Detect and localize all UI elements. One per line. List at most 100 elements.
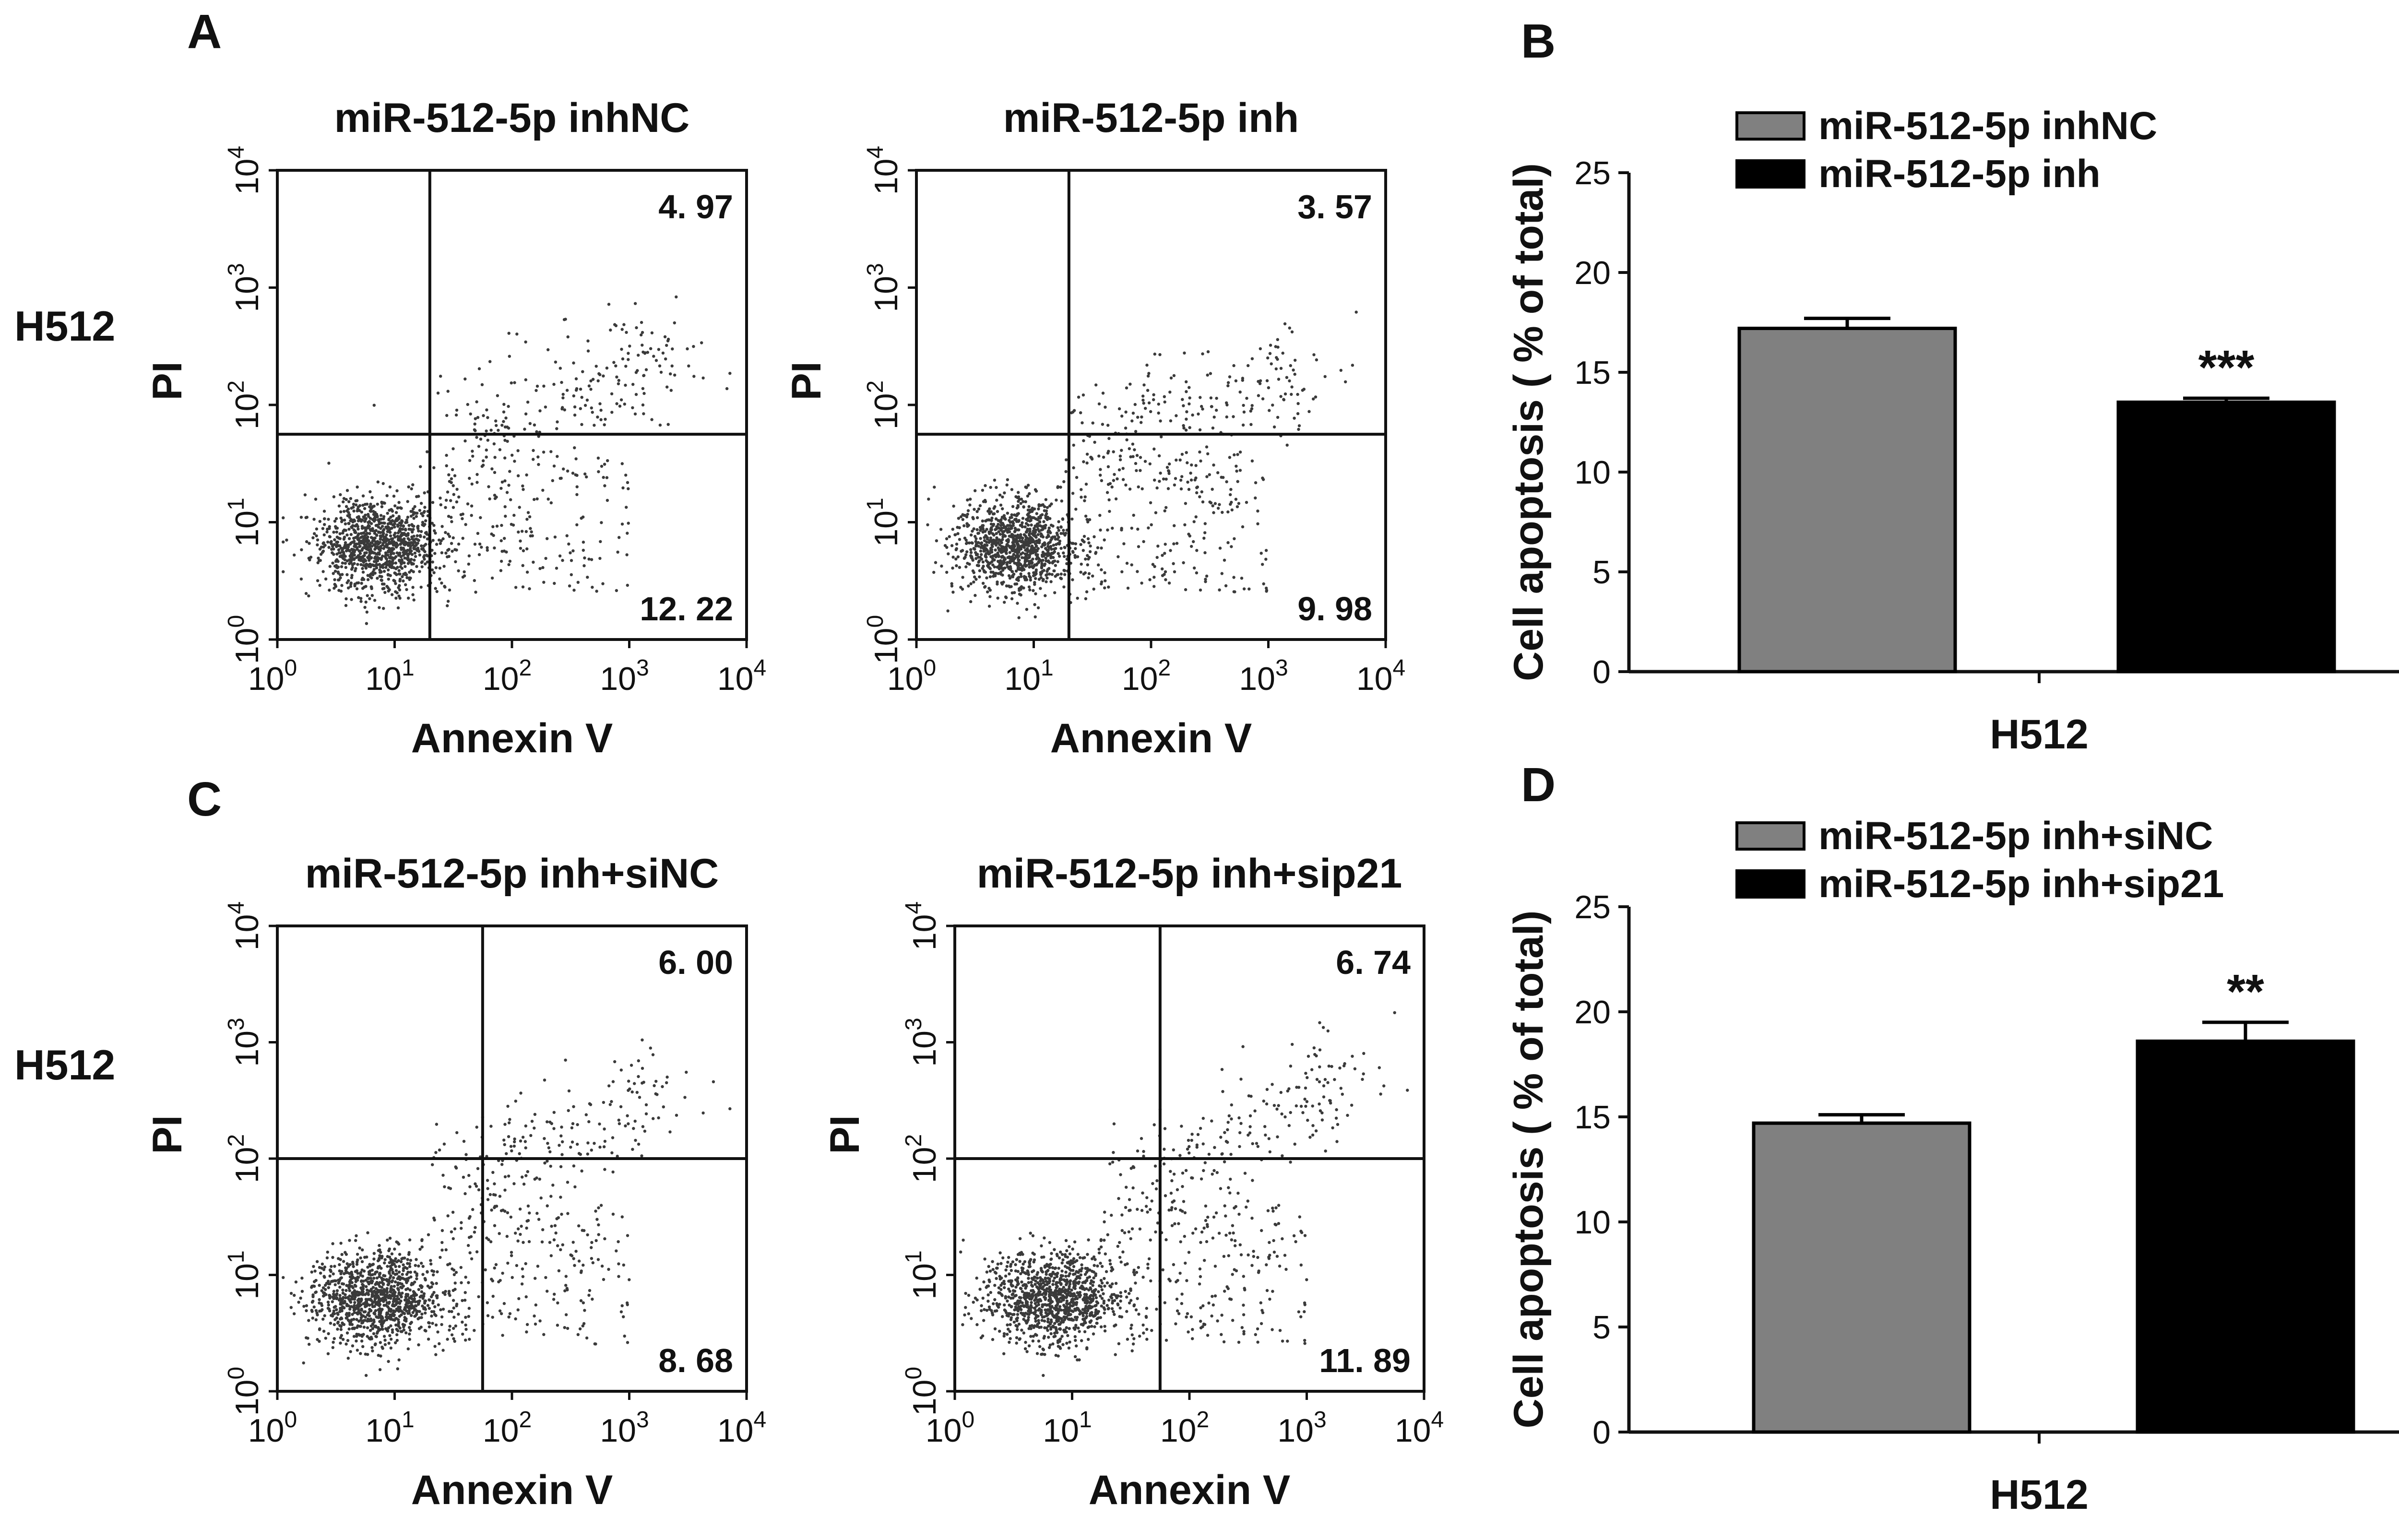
scatter-dot: [343, 1272, 346, 1275]
scatter-dot: [1083, 1330, 1087, 1333]
scatter-dot: [1261, 476, 1264, 480]
scatter-dot: [502, 410, 506, 414]
scatter-dot: [534, 1277, 537, 1280]
scatter-dot: [1241, 525, 1245, 529]
scatter-dot: [1103, 1220, 1106, 1223]
scatter-dot: [463, 377, 467, 381]
scatter-dot: [432, 523, 436, 527]
scatter-dot: [397, 1243, 401, 1246]
scatter-dot: [611, 1212, 615, 1216]
scatter-dot: [411, 1311, 415, 1314]
scatter-dot: [471, 454, 475, 458]
scatter-dot: [597, 1223, 600, 1227]
scatter-dot: [1020, 1328, 1023, 1332]
scatter-dot: [524, 1124, 528, 1128]
scatter-dot: [1201, 1304, 1205, 1307]
scatter-dot: [1238, 450, 1242, 454]
scatter-dot: [436, 1330, 439, 1334]
scatter-dot: [453, 1227, 457, 1231]
scatter-dot: [1198, 428, 1202, 432]
scatter-dot: [1071, 578, 1074, 581]
scatter-dot: [451, 1210, 455, 1214]
scatter-dot: [1000, 567, 1004, 570]
scatter-dot: [616, 550, 619, 554]
x-tick-label: 104: [717, 655, 766, 697]
scatter-dot: [439, 542, 442, 545]
scatter-dot: [402, 1328, 406, 1332]
scatter-dot: [1071, 542, 1075, 545]
scatter-dot: [1247, 587, 1251, 591]
scatter-dot: [1256, 522, 1259, 526]
scatter-dot: [354, 499, 357, 503]
scatter-dot: [975, 564, 979, 567]
scatter-dot: [481, 459, 485, 462]
scatter-dot: [1229, 502, 1232, 506]
scatter-dot: [1039, 573, 1043, 576]
scatter-dot: [383, 521, 386, 525]
scatter-dot: [1239, 1122, 1243, 1125]
scatter-dot: [981, 560, 985, 564]
scatter-dot: [399, 555, 403, 558]
scatter-dot: [1200, 404, 1203, 408]
scatter-dot: [308, 542, 311, 545]
scatter-dot: [364, 1279, 368, 1282]
scatter-dot: [1125, 386, 1128, 390]
scatter-dot: [1006, 1299, 1009, 1303]
scatter-dot: [321, 570, 325, 573]
scatter-dot: [1015, 582, 1019, 586]
scatter-dot: [450, 542, 453, 545]
scatter-dot: [323, 523, 326, 526]
scatter-dot: [670, 364, 674, 367]
scatter-dot: [475, 1125, 478, 1129]
scatter-dot: [1188, 386, 1191, 389]
scatter-dot: [610, 392, 614, 396]
scatter-dot: [602, 1101, 606, 1104]
scatter-dot: [926, 523, 929, 527]
scatter-dot: [1057, 520, 1060, 523]
scatter-dot: [468, 1338, 471, 1341]
scatter-dot: [341, 1291, 345, 1295]
scatter-dot: [603, 1139, 607, 1143]
scatter-dot: [1206, 350, 1210, 354]
scatter-dot: [405, 576, 409, 580]
scatter-dot: [471, 1208, 475, 1211]
scatter-dot: [418, 1295, 422, 1299]
scatter-dot: [1126, 586, 1130, 590]
scatter-dot: [1290, 385, 1294, 389]
scatter-dot: [1139, 469, 1142, 472]
scatter-dot: [530, 1120, 534, 1123]
scatter-dot: [433, 1305, 437, 1308]
scatter-dot: [1194, 515, 1198, 519]
scatter-dot: [950, 584, 954, 588]
scatter-dot: [1239, 1078, 1243, 1081]
scatter-dot: [374, 1335, 378, 1338]
scatter-dot: [328, 565, 332, 568]
scatter-dot: [622, 1315, 625, 1318]
scatter-dot: [410, 1314, 413, 1317]
scatter-dot: [463, 570, 466, 574]
scatter-dot: [377, 547, 381, 551]
scatter-dot: [1049, 556, 1053, 559]
scatter-dot: [1242, 403, 1245, 407]
scatter-dot: [966, 512, 969, 516]
scatter-dot: [354, 1284, 357, 1288]
scatter-dot: [383, 537, 387, 541]
scatter-dot: [570, 573, 573, 577]
scatter-dot: [1211, 1236, 1215, 1240]
scatter-dot: [1285, 443, 1289, 447]
scatter-dot: [347, 1314, 351, 1317]
scatter-dot: [304, 592, 308, 595]
scatter-dot: [450, 520, 453, 523]
scatter-dot: [554, 1231, 558, 1235]
scatter-dot: [548, 1241, 552, 1244]
scatter-dot: [374, 1309, 378, 1313]
scatter-dot: [405, 1273, 409, 1276]
scatter-dot: [382, 1319, 386, 1323]
scatter-dot: [361, 570, 365, 574]
scatter-dot: [393, 1291, 397, 1294]
scatter-dot: [1165, 466, 1169, 469]
scatter-dot: [370, 576, 373, 580]
scatter-dot: [605, 367, 609, 370]
scatter-dot: [1191, 1337, 1194, 1340]
